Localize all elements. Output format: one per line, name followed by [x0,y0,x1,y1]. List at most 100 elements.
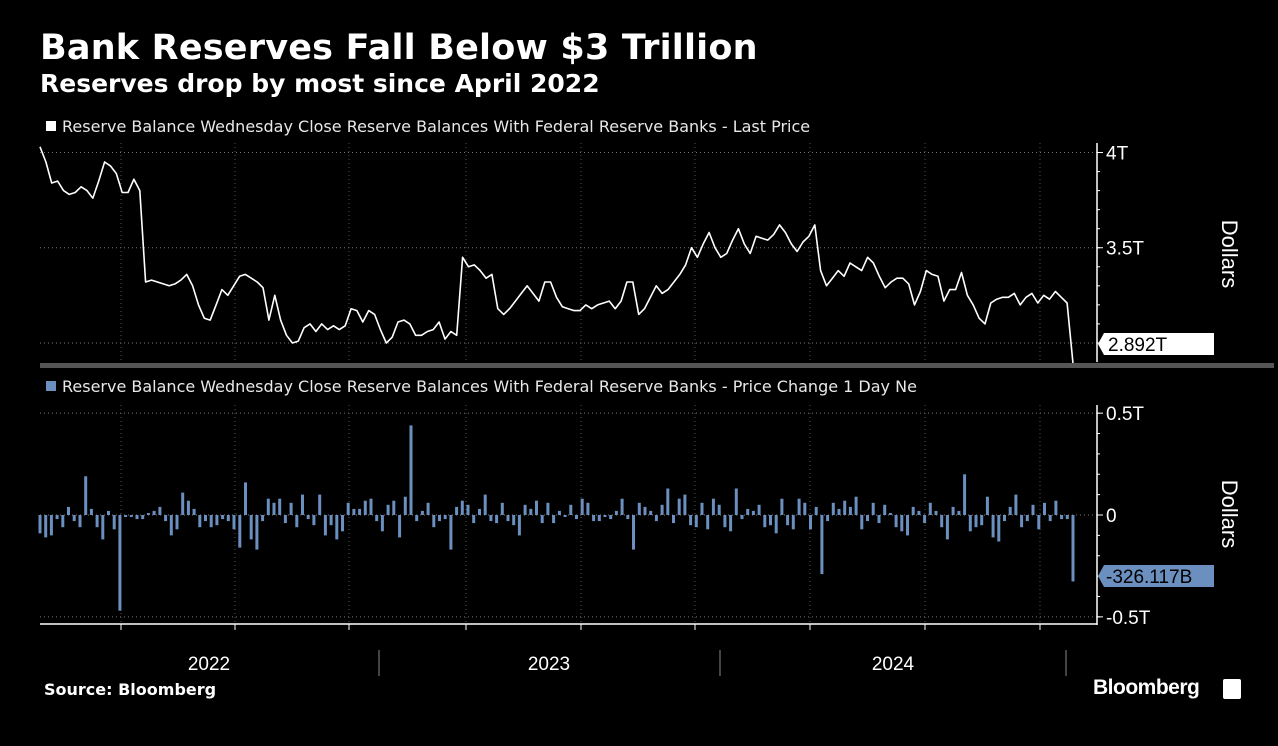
price-change-bar [238,515,242,548]
price-change-bar [854,496,858,515]
price-change-bar [95,515,99,528]
price-change-bar [181,492,185,515]
price-change-bar [255,515,259,550]
bottom-last-value-label: -326.117B [1106,567,1192,588]
price-change-bar [626,515,630,520]
price-change-bar [1003,515,1006,522]
price-change-bar [689,515,693,526]
price-change-bar [386,504,390,515]
price-change-bar [146,513,150,515]
price-change-bar [1065,515,1069,520]
price-change-bar [266,498,270,515]
panel-separator [40,363,1274,368]
price-change-bar [129,515,133,517]
price-change-bar [791,515,795,530]
price-change-bar [1020,515,1024,528]
price-change-bar [529,508,533,515]
x-label-2023: 2023 [528,654,570,675]
price-change-bar [415,515,419,522]
price-change-bar [997,515,1001,542]
price-change-bar [751,510,755,515]
x-axis-ticks [120,624,1041,630]
price-change-bar [158,506,162,515]
price-change-bar [860,515,864,530]
price-change-bar [84,476,88,515]
price-change-bar [883,504,887,515]
price-change-bar [1008,506,1012,515]
price-change-bar [683,494,687,515]
price-change-bar [940,515,944,528]
price-change-bar [797,498,801,515]
price-change-bar [244,482,247,515]
price-change-bar [49,515,53,536]
price-change-bar [1054,500,1058,515]
price-change-bar [985,496,989,515]
price-change-bar [609,515,613,520]
price-change-bar [706,515,710,530]
bottom-panel-grid [40,405,1097,624]
price-change-bar [152,510,156,515]
price-change-bar [557,510,561,515]
price-change-bar [272,502,276,515]
price-change-bar [232,515,236,530]
source-note: Source: Bloomberg [44,680,217,699]
price-change-bar [101,515,105,540]
bottom-ytick-label: 0 [1106,506,1117,527]
price-change-bar [660,504,664,515]
price-change-bar [632,515,635,550]
top-ytick-label: 4T [1106,144,1129,165]
price-change-bar [198,515,202,528]
price-change-bar [409,425,413,515]
price-change-bar [746,508,750,515]
price-change-bar [500,502,504,515]
price-change-bar [363,500,367,515]
price-change-bar [460,500,464,515]
price-change-bar [911,506,915,515]
price-change-bar [637,502,641,515]
price-change-bar [951,506,955,515]
price-change-bar [312,515,316,526]
price-change-bar [957,510,961,515]
price-change-bar [472,515,476,524]
price-change-bar [392,500,396,515]
price-change-bar [466,504,470,515]
price-change-bar [209,515,213,528]
price-change-bar [352,508,356,515]
price-change-bar [535,500,538,515]
price-change-bar [831,502,835,515]
price-change-bar [614,510,618,515]
price-change-bar [1025,515,1029,522]
price-change-bar [72,515,76,522]
price-change-bar [124,515,128,517]
price-change-bar [963,474,967,515]
price-change-bar [1014,494,1018,515]
price-change-bar [592,515,596,522]
price-change-bar [118,515,122,611]
price-change-bar [1037,515,1041,530]
price-change-bar [575,515,578,520]
price-change-bar [700,502,704,515]
price-change-bar [740,515,744,520]
price-change-bar [335,515,339,540]
price-change-bar [723,515,727,528]
price-change-bar [649,510,653,515]
price-change-bar [78,515,82,528]
price-change-bar [786,515,790,526]
price-change-bar [563,515,567,517]
price-change-bars [38,425,1075,611]
bottom-panel-ticks: 0.5T 0 -0.5T [1097,404,1151,629]
price-change-bar [489,515,493,522]
price-change-bar [888,513,892,515]
price-change-bar [917,510,921,515]
price-change-bar [729,515,733,532]
price-change-bar [900,515,904,532]
x-label-2024: 2024 [872,654,915,675]
price-change-bar [814,506,818,515]
top-last-value-tag: 2.892T [1098,333,1214,356]
legend-swatch-line [46,121,56,131]
price-change-bar [734,488,738,515]
price-change-bar [837,508,841,515]
price-change-bar [1071,515,1075,582]
price-change-bar [323,515,327,536]
